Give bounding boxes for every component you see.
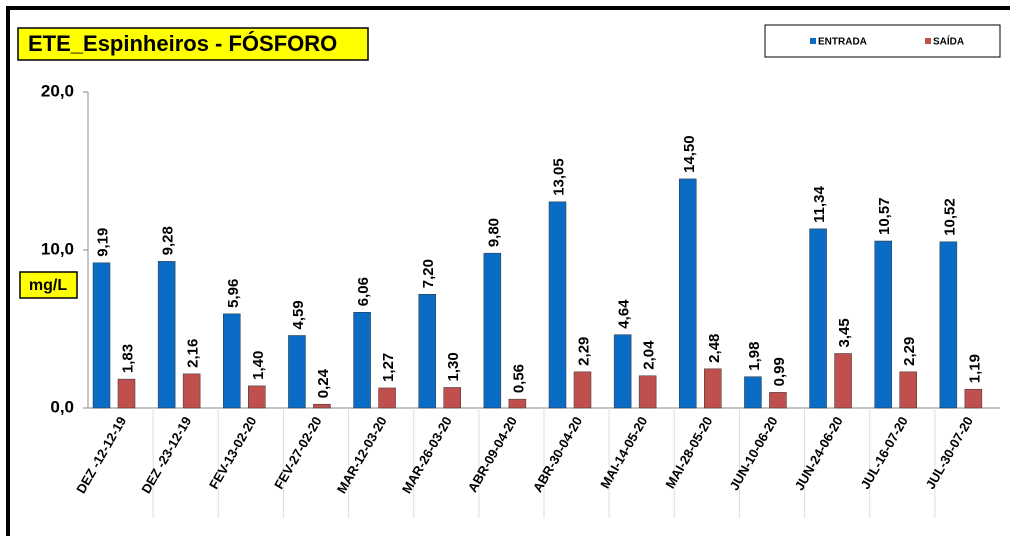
bar — [769, 392, 787, 409]
value-label: 13,05 — [551, 158, 568, 196]
value-label: 1,19 — [966, 354, 983, 383]
y-label-box — [19, 271, 78, 299]
value-label: 10,52 — [941, 198, 958, 236]
bar — [964, 388, 983, 409]
bar — [939, 241, 958, 409]
value-label: 4,59 — [290, 300, 307, 329]
bar — [418, 293, 436, 409]
value-label: 5,96 — [225, 279, 242, 308]
value-label: 0,24 — [315, 368, 332, 398]
bar — [744, 376, 762, 409]
value-label: 2,16 — [185, 339, 202, 368]
bar — [548, 201, 567, 409]
value-label: 1,98 — [746, 342, 763, 371]
bar — [353, 312, 371, 409]
bar — [874, 240, 892, 409]
value-label: 1,30 — [445, 352, 462, 381]
y-tick-label: 0,0 — [50, 397, 74, 416]
value-label: 3,45 — [836, 318, 853, 347]
bar — [313, 403, 331, 409]
value-label: 1,83 — [120, 344, 137, 373]
bar — [704, 368, 722, 409]
y-tick-label: 10,0 — [41, 239, 74, 258]
value-label: 11,34 — [811, 185, 828, 222]
bar — [157, 261, 176, 409]
value-label: 9,19 — [95, 228, 112, 257]
chart-title: ETE_Espinheiros - FÓSFORO — [28, 31, 337, 56]
value-label: 9,80 — [485, 218, 502, 247]
bar — [378, 387, 396, 409]
value-label: 10,57 — [876, 197, 893, 235]
bar — [483, 252, 502, 409]
bar — [613, 334, 632, 409]
bar — [679, 178, 697, 409]
value-label: 1,40 — [250, 351, 267, 380]
bar — [573, 371, 592, 409]
bar — [92, 262, 111, 409]
value-label: 2,04 — [641, 340, 658, 370]
value-label: 6,06 — [355, 277, 372, 306]
title-box — [17, 27, 369, 61]
value-label: 4,64 — [616, 299, 633, 329]
y-tick-label: 20,0 — [41, 81, 74, 100]
bar — [834, 353, 852, 409]
legend-swatch — [925, 38, 931, 44]
legend-swatch — [810, 38, 816, 44]
bar — [117, 378, 136, 409]
y-axis-label: mg/L — [29, 277, 67, 294]
value-label: 9,28 — [160, 226, 177, 255]
value-label: 0,56 — [510, 364, 527, 393]
bar — [443, 387, 461, 409]
legend-label: ENTRADA — [818, 37, 867, 48]
bar — [223, 313, 241, 409]
value-label: 0,99 — [771, 357, 788, 386]
legend-label: SAÍDA — [933, 35, 964, 48]
legend — [764, 24, 1001, 58]
bar — [508, 398, 527, 409]
value-label: 14,50 — [681, 135, 698, 173]
value-label: 7,20 — [420, 259, 437, 288]
value-label: 2,29 — [901, 337, 918, 366]
value-label: 1,27 — [380, 353, 397, 382]
bar — [899, 371, 917, 409]
bar — [248, 385, 266, 409]
bar — [809, 228, 827, 409]
bar — [182, 373, 201, 409]
value-label: 2,29 — [576, 337, 593, 366]
bar — [288, 335, 306, 409]
bar — [638, 375, 657, 409]
value-label: 2,48 — [706, 334, 723, 363]
